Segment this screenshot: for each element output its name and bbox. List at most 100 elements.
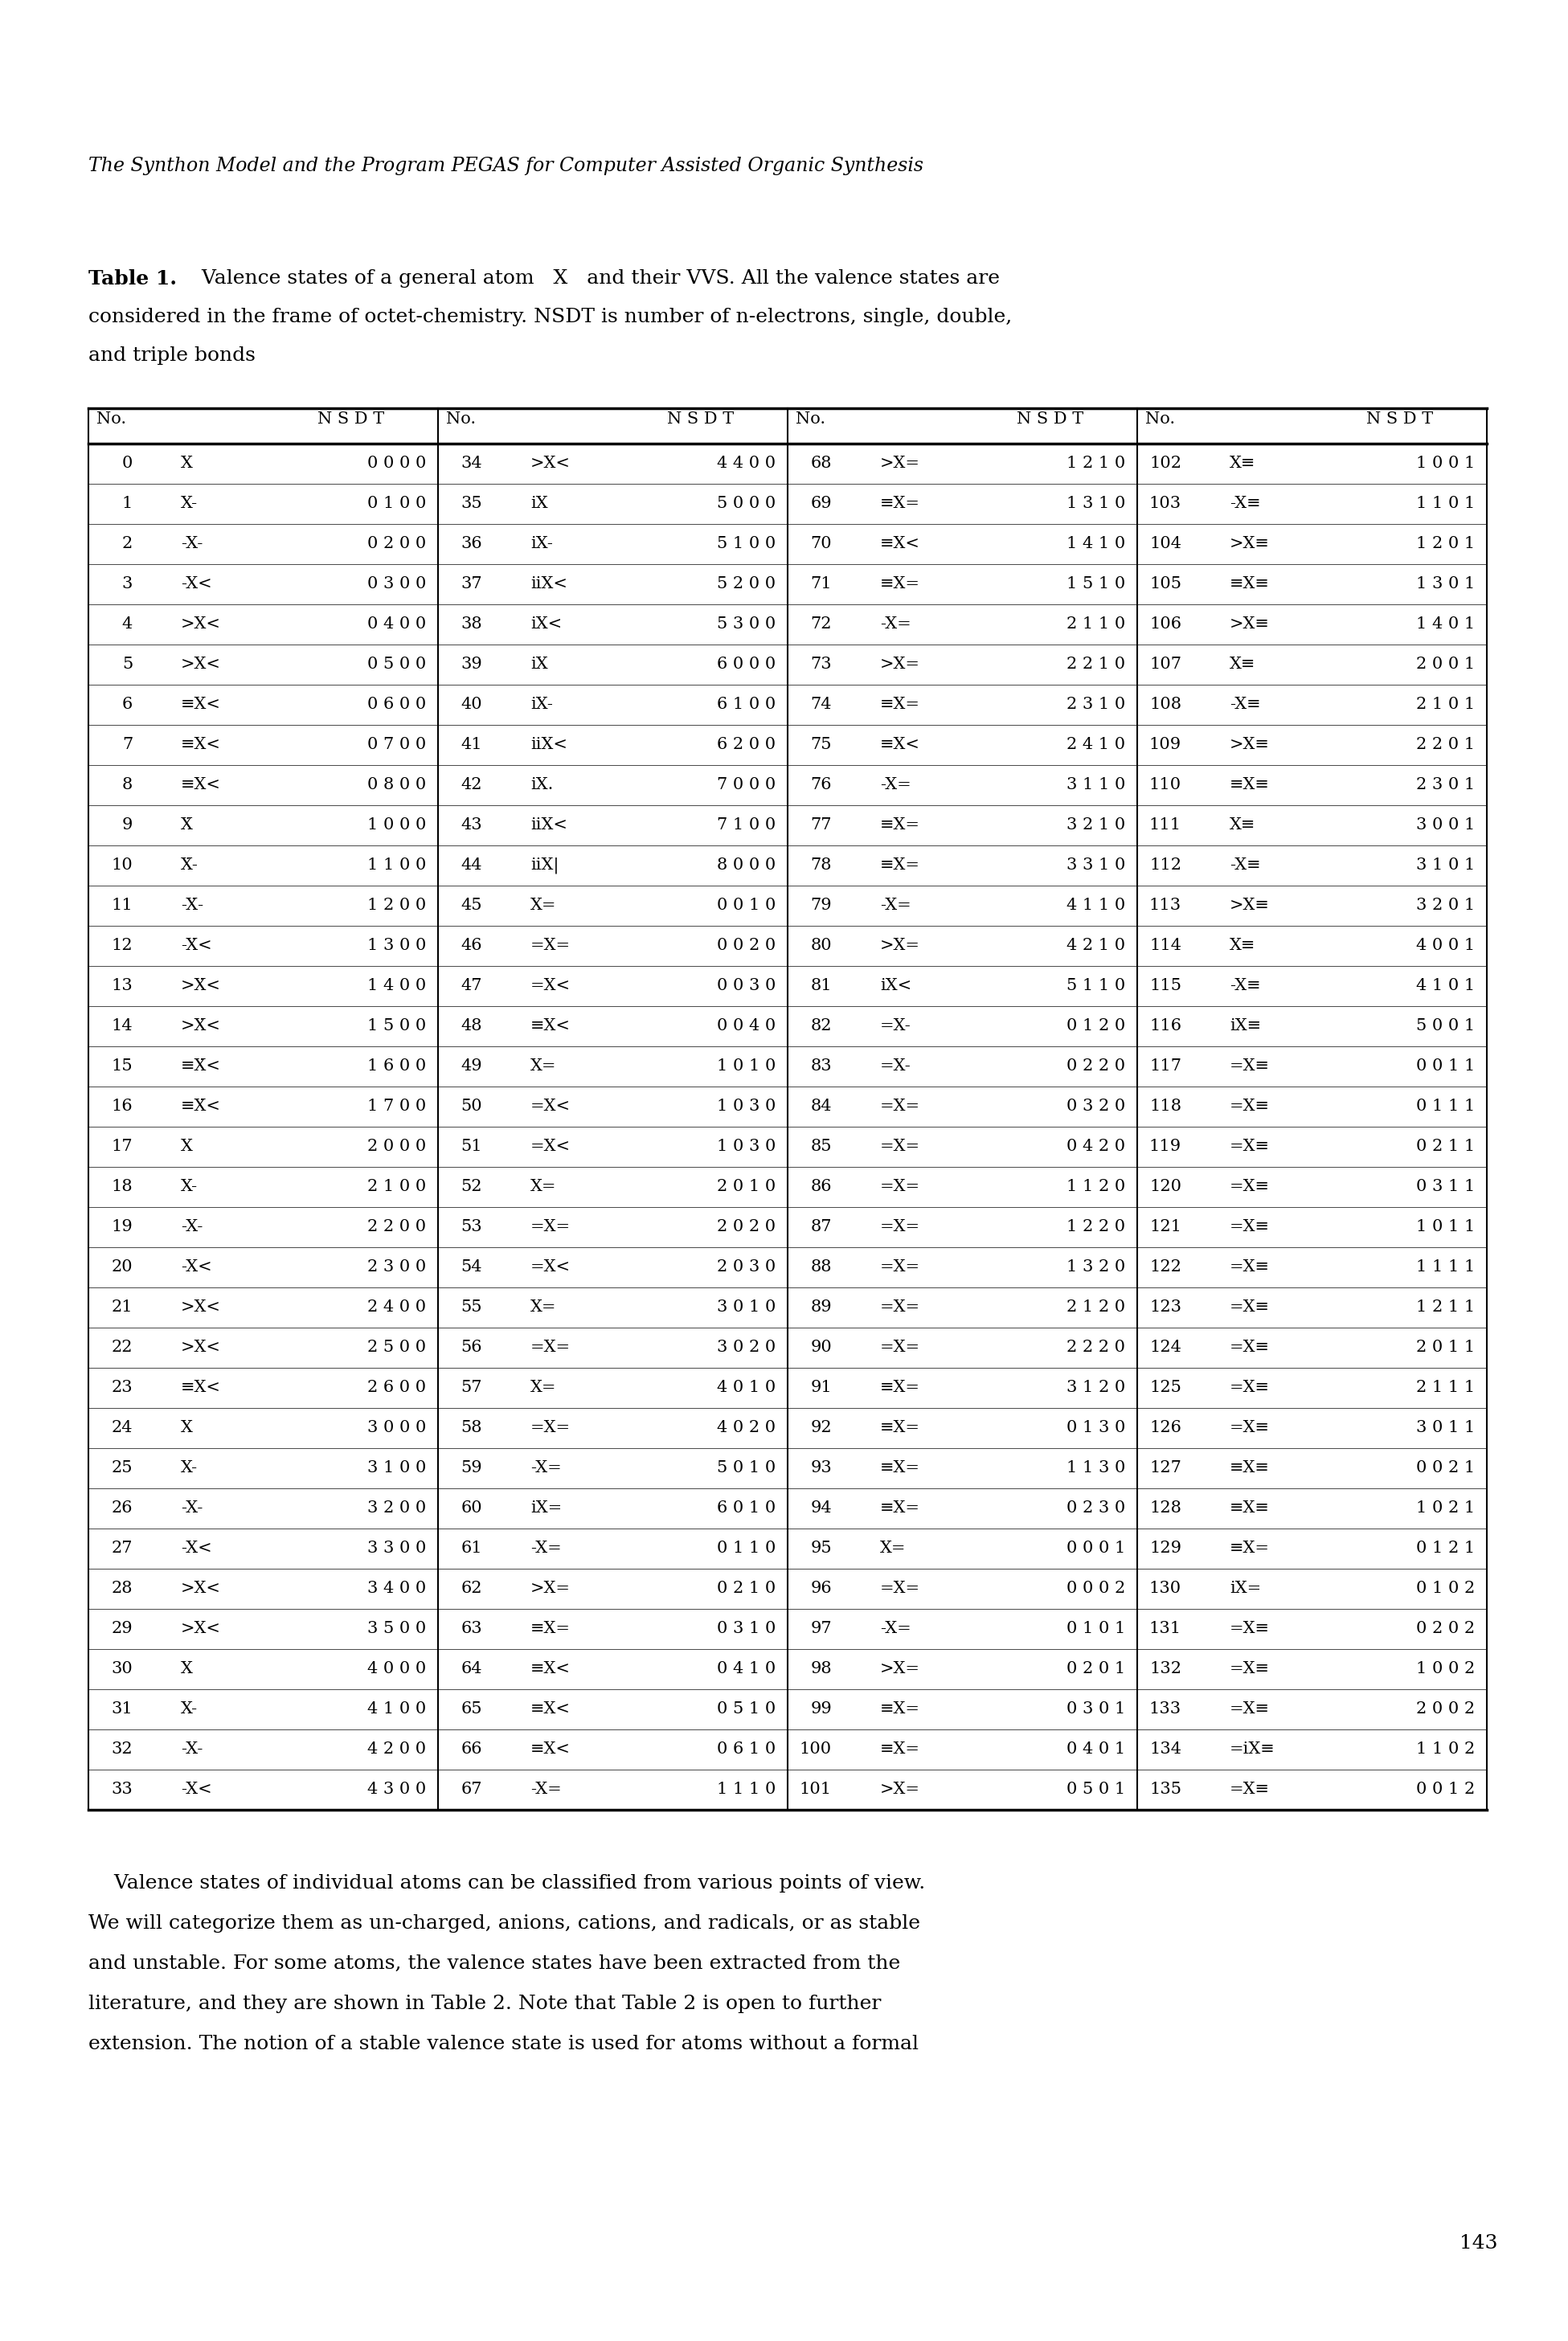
Text: 3 0 0 1: 3 0 0 1 — [1416, 817, 1475, 833]
Text: 2 2 0 0: 2 2 0 0 — [367, 1220, 426, 1234]
Text: 8 0 0 0: 8 0 0 0 — [717, 857, 776, 873]
Text: -X=: -X= — [530, 1540, 561, 1557]
Text: 0 2 1 0: 0 2 1 0 — [717, 1580, 776, 1597]
Text: -X=: -X= — [530, 1461, 561, 1475]
Text: X-: X- — [180, 1461, 198, 1475]
Text: 70: 70 — [811, 536, 831, 552]
Text: 28: 28 — [111, 1580, 133, 1597]
Text: 5 1 1 0: 5 1 1 0 — [1066, 979, 1126, 993]
Text: =X-: =X- — [880, 1018, 911, 1035]
Text: >Ẋ<: >Ẋ< — [180, 1018, 221, 1035]
Text: 0 1 0 1: 0 1 0 1 — [1066, 1622, 1126, 1636]
Text: 36: 36 — [461, 536, 483, 552]
Text: ≡X<: ≡X< — [180, 698, 221, 712]
Text: 61: 61 — [461, 1540, 483, 1557]
Text: X-: X- — [180, 496, 198, 513]
Text: iX<: iX< — [530, 616, 561, 632]
Text: 106: 106 — [1149, 616, 1181, 632]
Text: X: X — [180, 1662, 193, 1676]
Text: 19: 19 — [111, 1220, 133, 1234]
Text: 88: 88 — [811, 1259, 831, 1276]
Text: ≡X=: ≡X= — [880, 1381, 920, 1395]
Text: 4 0 0 0: 4 0 0 0 — [367, 1662, 426, 1676]
Text: >X=: >X= — [880, 456, 920, 471]
Text: >X<: >X< — [180, 1299, 221, 1316]
Text: 119: 119 — [1149, 1140, 1181, 1154]
Text: 0 0 1 1: 0 0 1 1 — [1416, 1058, 1475, 1075]
Text: =X=: =X= — [530, 939, 571, 953]
Text: 1 2 1 0: 1 2 1 0 — [1066, 456, 1126, 471]
Text: 121: 121 — [1149, 1220, 1181, 1234]
Text: 2 3 0 0: 2 3 0 0 — [367, 1259, 426, 1276]
Text: 1 3 1 0: 1 3 1 0 — [1066, 496, 1126, 513]
Text: 1 0 3 0: 1 0 3 0 — [717, 1098, 776, 1114]
Text: =X=: =X= — [880, 1259, 920, 1276]
Text: 0 1 2 0: 0 1 2 0 — [1066, 1018, 1126, 1035]
Text: 12: 12 — [111, 939, 133, 953]
Text: 0 0 2 0: 0 0 2 0 — [717, 939, 776, 953]
Text: 0 3 2 0: 0 3 2 0 — [1066, 1098, 1126, 1114]
Text: 2 0 0 2: 2 0 0 2 — [1416, 1702, 1475, 1716]
Text: 103: 103 — [1149, 496, 1181, 513]
Text: 0 2 0 2: 0 2 0 2 — [1416, 1622, 1475, 1636]
Text: >X=: >X= — [880, 1662, 920, 1676]
Text: 1 0 1 1: 1 0 1 1 — [1416, 1220, 1475, 1234]
Text: 7 1 0 0: 7 1 0 0 — [717, 817, 776, 833]
Text: 90: 90 — [811, 1339, 831, 1355]
Text: 48: 48 — [461, 1018, 483, 1035]
Text: ≡X=: ≡X= — [880, 817, 920, 833]
Text: We will categorize them as un-charged, anions, cations, and radicals, or as stab: We will categorize them as un-charged, a… — [88, 1915, 920, 1934]
Text: 132: 132 — [1149, 1662, 1181, 1676]
Text: 76: 76 — [811, 777, 831, 794]
Text: =X≡: =X≡ — [1229, 1339, 1270, 1355]
Text: 104: 104 — [1149, 536, 1181, 552]
Text: 47: 47 — [461, 979, 483, 993]
Text: 1 1 1 0: 1 1 1 0 — [717, 1782, 776, 1798]
Text: 4 1 0 1: 4 1 0 1 — [1416, 979, 1475, 993]
Text: 2 2 2 0: 2 2 2 0 — [1066, 1339, 1126, 1355]
Text: 75: 75 — [811, 737, 831, 751]
Text: X≡: X≡ — [1229, 658, 1256, 672]
Text: >X<: >X< — [180, 1622, 221, 1636]
Text: No.: No. — [1145, 412, 1174, 426]
Text: -X≡: -X≡ — [1229, 496, 1261, 513]
Text: X=: X= — [880, 1540, 906, 1557]
Text: X: X — [180, 456, 193, 471]
Text: 134: 134 — [1149, 1742, 1181, 1758]
Text: 0 1 1 0: 0 1 1 0 — [717, 1540, 776, 1557]
Text: X=: X= — [530, 1180, 557, 1194]
Text: =X≡: =X≡ — [1229, 1702, 1270, 1716]
Text: -X<: -X< — [180, 1782, 212, 1798]
Text: 3 1 0 1: 3 1 0 1 — [1416, 857, 1475, 873]
Text: 74: 74 — [811, 698, 831, 712]
Text: 1 3 2 0: 1 3 2 0 — [1066, 1259, 1126, 1276]
Text: -X=: -X= — [880, 899, 911, 913]
Text: =X=: =X= — [880, 1098, 920, 1114]
Text: 58: 58 — [461, 1421, 483, 1435]
Text: 4 2 0 0: 4 2 0 0 — [367, 1742, 426, 1758]
Text: 127: 127 — [1149, 1461, 1181, 1475]
Text: 4 0 2 0: 4 0 2 0 — [717, 1421, 776, 1435]
Text: 102: 102 — [1149, 456, 1181, 471]
Text: 0 1 2 1: 0 1 2 1 — [1416, 1540, 1475, 1557]
Text: ≡X<: ≡X< — [180, 777, 221, 794]
Text: 1: 1 — [122, 496, 133, 513]
Text: -Ẋ-: -Ẋ- — [180, 899, 204, 913]
Text: 1 3 0 1: 1 3 0 1 — [1416, 576, 1475, 592]
Text: 0: 0 — [122, 456, 133, 471]
Text: 89: 89 — [811, 1299, 831, 1316]
Text: 117: 117 — [1149, 1058, 1181, 1075]
Text: =X<: =X< — [530, 1140, 571, 1154]
Text: 0 5 0 0: 0 5 0 0 — [367, 658, 426, 672]
Text: 59: 59 — [461, 1461, 483, 1475]
Text: 6 2 0 0: 6 2 0 0 — [717, 737, 776, 751]
Text: 0 0 1 0: 0 0 1 0 — [717, 899, 776, 913]
Text: 4 4 0 0: 4 4 0 0 — [717, 456, 776, 471]
Text: X=: X= — [530, 1299, 557, 1316]
Text: 3 1 2 0: 3 1 2 0 — [1066, 1381, 1126, 1395]
Text: 93: 93 — [811, 1461, 831, 1475]
Text: 7: 7 — [122, 737, 133, 751]
Text: >X≡: >X≡ — [1229, 737, 1270, 751]
Text: 27: 27 — [111, 1540, 133, 1557]
Text: N S D T: N S D T — [1366, 412, 1433, 426]
